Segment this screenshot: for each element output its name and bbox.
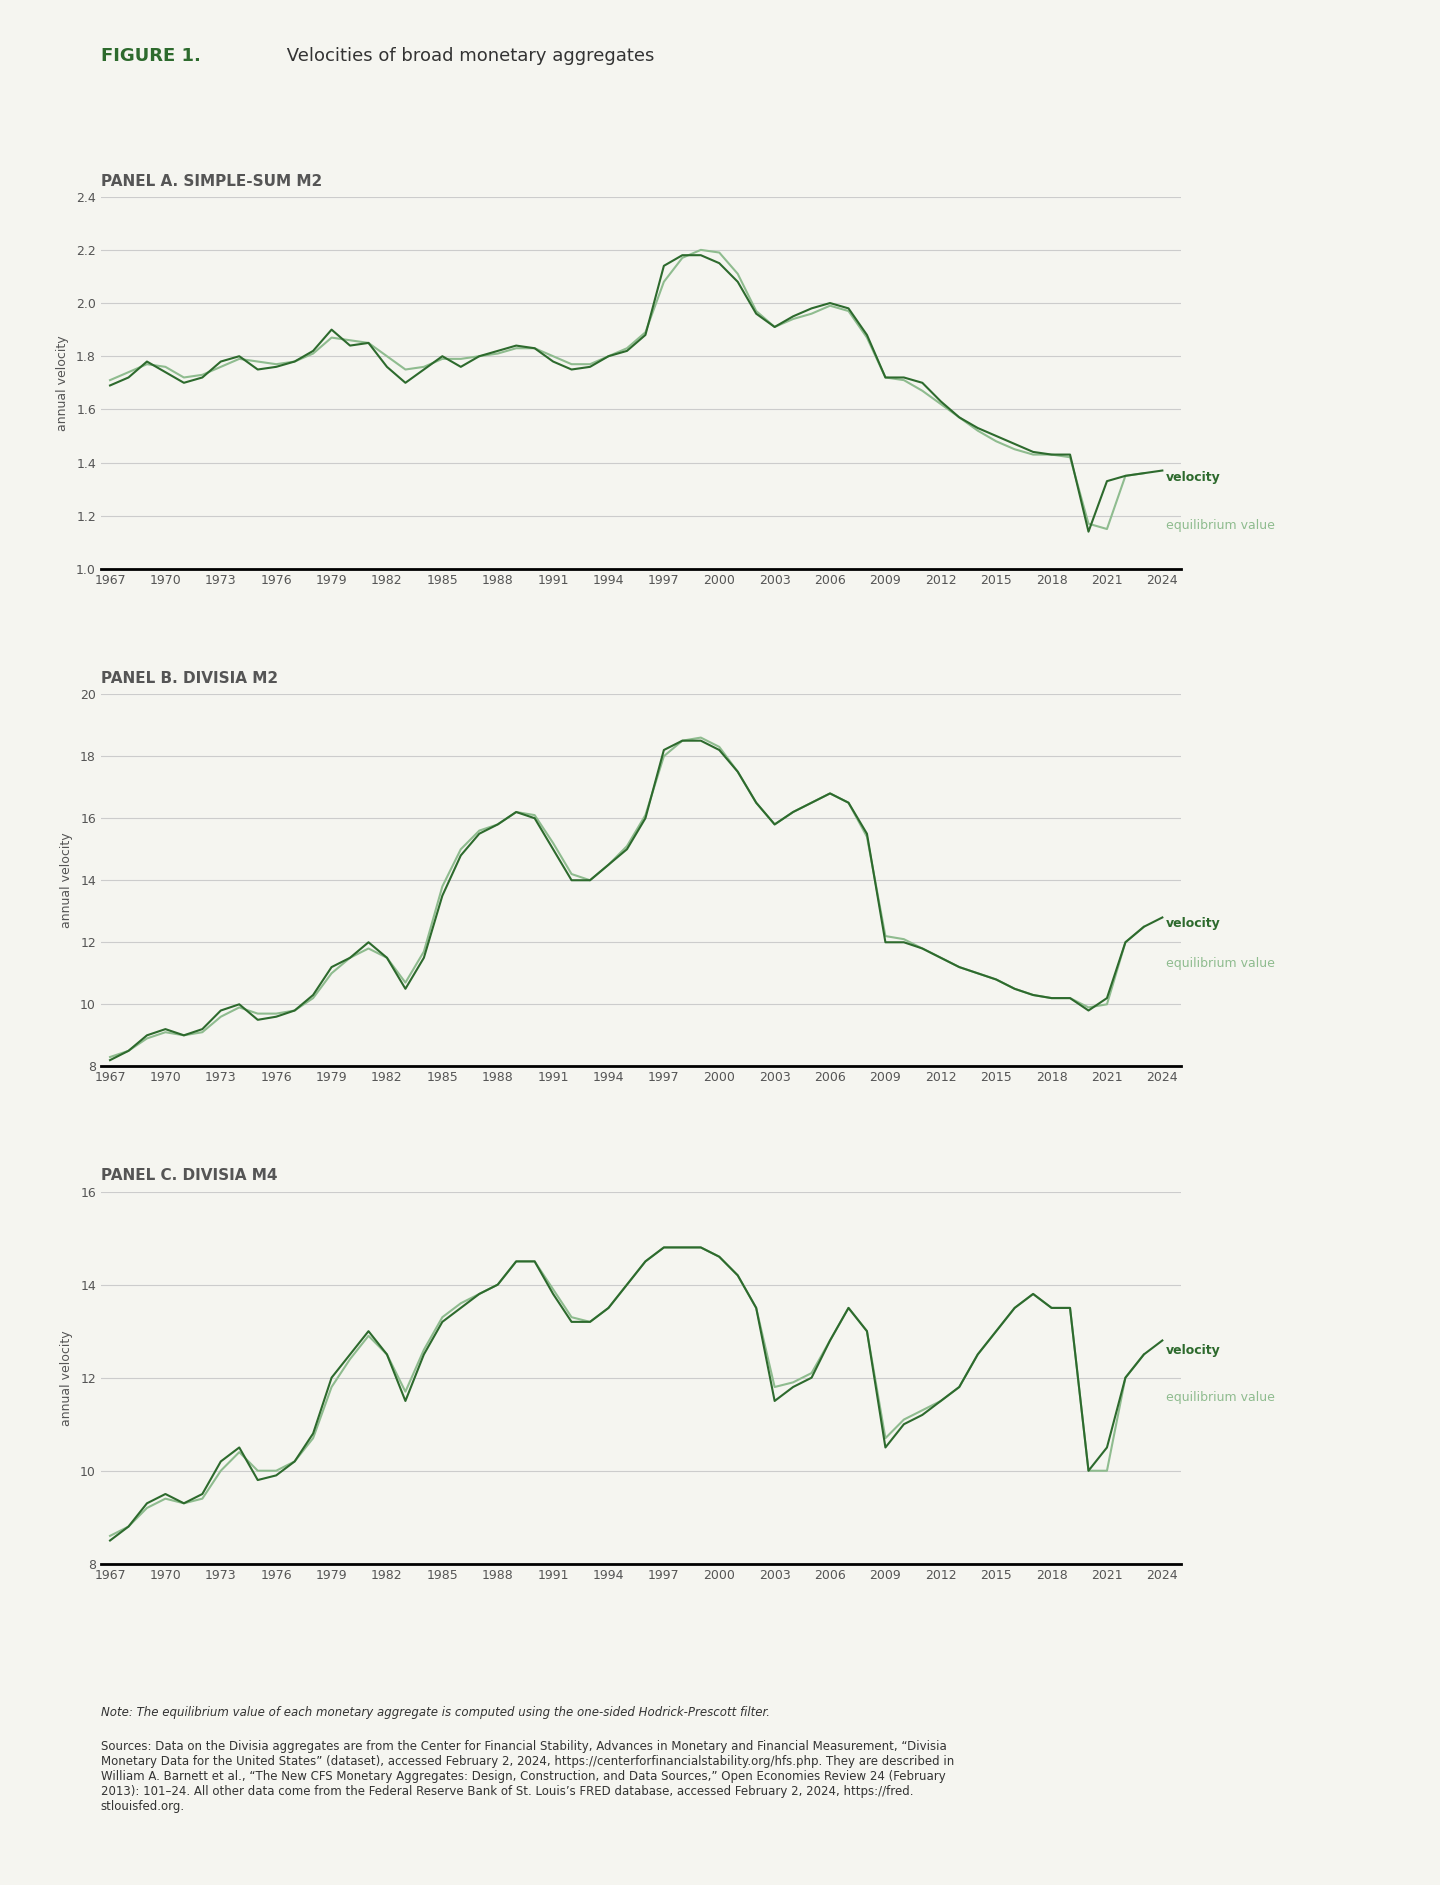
Text: velocity: velocity (1166, 1344, 1221, 1357)
Text: PANEL C. DIVISIA M4: PANEL C. DIVISIA M4 (101, 1169, 278, 1184)
Text: FIGURE 1.: FIGURE 1. (101, 47, 200, 66)
Text: velocity: velocity (1166, 471, 1221, 484)
Text: PANEL A. SIMPLE-SUM M2: PANEL A. SIMPLE-SUM M2 (101, 173, 323, 188)
Text: Note: The equilibrium value of each monetary aggregate is computed using the one: Note: The equilibrium value of each mone… (101, 1706, 770, 1719)
Text: equilibrium value: equilibrium value (1166, 518, 1274, 532)
Text: Sources: Data on the Divisia aggregates are from the Center for Financial Stabil: Sources: Data on the Divisia aggregates … (101, 1740, 955, 1813)
Text: PANEL B. DIVISIA M2: PANEL B. DIVISIA M2 (101, 671, 278, 686)
Text: Velocities of broad monetary aggregates: Velocities of broad monetary aggregates (281, 47, 654, 66)
Text: equilibrium value: equilibrium value (1166, 958, 1274, 971)
Y-axis label: annual velocity: annual velocity (60, 1331, 73, 1425)
Y-axis label: annual velocity: annual velocity (56, 336, 69, 430)
Text: velocity: velocity (1166, 916, 1221, 929)
Y-axis label: annual velocity: annual velocity (60, 833, 73, 927)
Text: equilibrium value: equilibrium value (1166, 1391, 1274, 1404)
